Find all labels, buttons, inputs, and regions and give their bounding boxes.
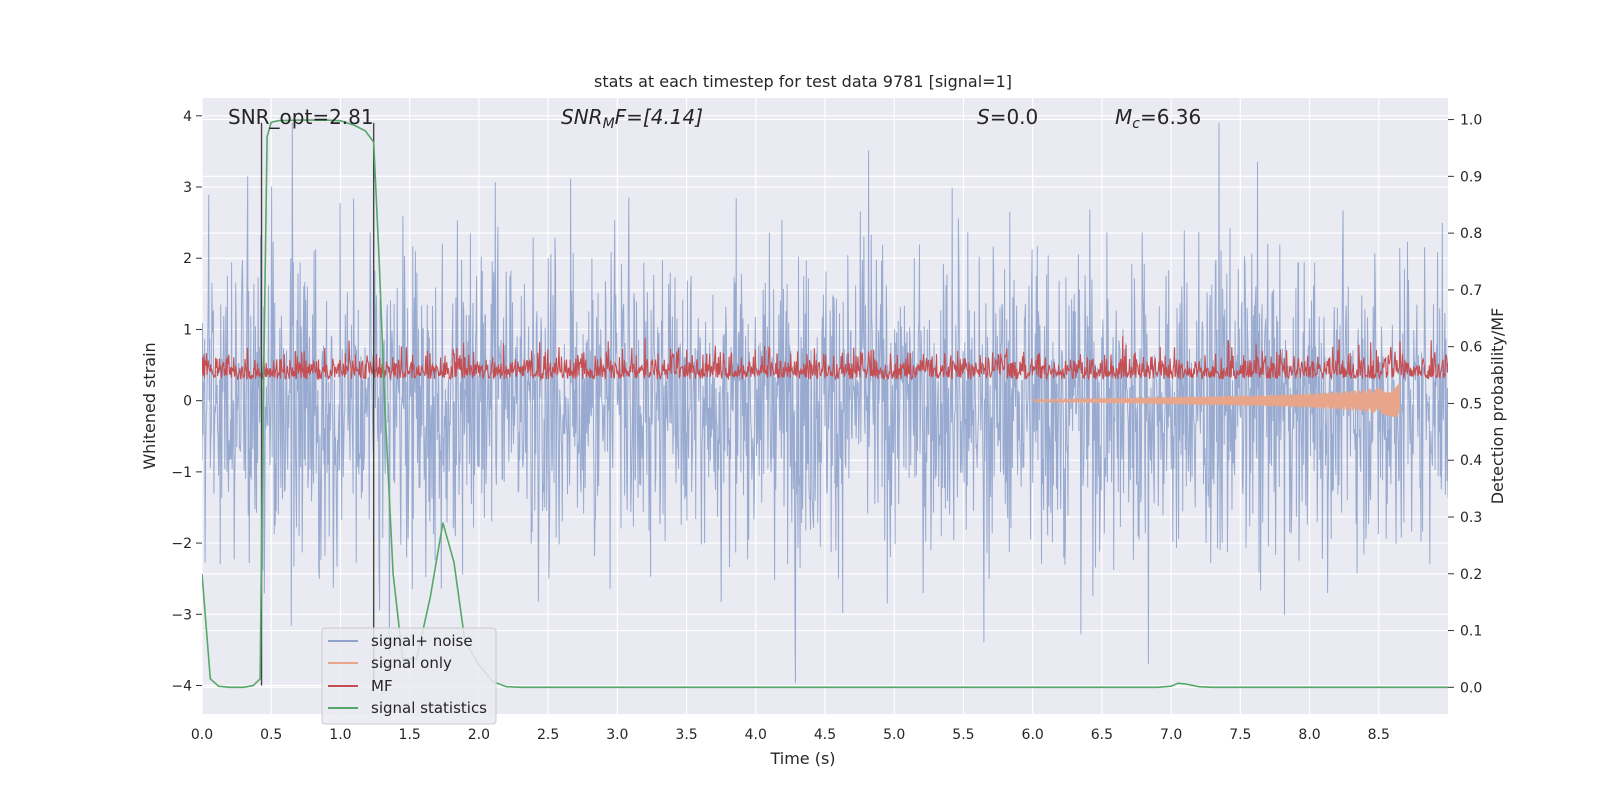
y-tick-labels-right: 1.0 0.9 0.8 0.7 0.6 0.5 0.4 0.3 0.2 0.1 0.0: [1448, 113, 1482, 696]
y-tick-label-right: 0.9: [1460, 169, 1482, 185]
legend-label-signal-statistics: signal statistics: [371, 699, 487, 717]
series-layer: [202, 119, 1448, 689]
annotation-mc: Mc=6.36: [1115, 105, 1201, 132]
x-tick-labels: 0.0 0.5 1.0 1.5 2.0 2.5 3.0 3.5 4.0 4.5 5.0 5.5 6.0 6…: [191, 727, 1390, 743]
series-mf: [202, 336, 1448, 381]
y-tick-label-right: 0.8: [1460, 226, 1482, 242]
x-tick-label: 2.0: [468, 727, 490, 743]
annotation-snr-mf-rest: F=[4.14]: [615, 105, 703, 129]
series-signal-noise: [202, 122, 1448, 683]
y-tick-label-left: 0: [183, 394, 192, 410]
annotation-snr-mf-sub: M: [603, 116, 615, 132]
series-signal-statistics: [202, 119, 1448, 689]
x-tick-label: 7.5: [1229, 727, 1251, 743]
y-tick-label-left: −1: [171, 465, 192, 481]
x-axis-label: Time (s): [769, 749, 835, 768]
legend-label-signal-only: signal only: [371, 654, 452, 672]
annotation-s-symbol: S: [977, 105, 990, 129]
y-tick-label-right: 0.0: [1460, 680, 1482, 696]
y-tick-labels-left: 4 3 2 1 0 −1 −2 −3 −4: [171, 109, 202, 695]
annotation-mc-value: =6.36: [1140, 105, 1201, 129]
x-tick-label: 8.5: [1368, 727, 1390, 743]
x-tick-label: 4.0: [745, 727, 767, 743]
y-tick-label-right: 0.3: [1460, 510, 1482, 526]
y-tick-label-right: 0.6: [1460, 340, 1482, 356]
legend-label-signal-noise: signal+ noise: [371, 632, 473, 650]
x-tick-label: 5.5: [952, 727, 974, 743]
y-axis-label-right: Detection probability/MF: [1488, 308, 1507, 505]
y-tick-label-right: 0.2: [1460, 567, 1482, 583]
x-tick-label: 0.5: [260, 727, 282, 743]
annotation-snr-mf: SNRMF=[4.14]: [561, 105, 703, 132]
y-tick-label-left: 3: [183, 180, 192, 196]
x-tick-label: 0.0: [191, 727, 213, 743]
annotation-mc-sub: c: [1132, 116, 1140, 132]
y-tick-label-left: 2: [183, 251, 192, 267]
x-tick-label: 3.5: [675, 727, 697, 743]
x-tick-label: 1.5: [399, 727, 421, 743]
y-tick-label-left: 4: [183, 109, 192, 125]
y-tick-label-left: −2: [171, 536, 192, 552]
legend-box: [321, 627, 497, 725]
x-tick-label: 5.0: [883, 727, 905, 743]
y-tick-label-right: 0.1: [1460, 624, 1482, 640]
annotation-mc-symbol: M: [1115, 105, 1132, 129]
x-tick-label: 1.0: [329, 727, 351, 743]
y-tick-label-left: 1: [183, 322, 192, 338]
legend: signal+ noise signal only MF signal stat…: [321, 627, 497, 725]
annotation-s: S=0.0: [977, 105, 1038, 129]
x-tick-label: 4.5: [814, 727, 836, 743]
y-tick-label-right: 0.4: [1460, 453, 1482, 469]
y-tick-label-right: 0.5: [1460, 396, 1482, 412]
annotation-snr-mf-symbol: SNR: [561, 105, 603, 129]
y-tick-label-left: −4: [171, 679, 192, 695]
y-axis-label-left: Whitened strain: [140, 342, 159, 469]
annotation-s-value: =0.0: [990, 105, 1039, 129]
x-tick-label: 3.0: [606, 727, 628, 743]
legend-label-mf: MF: [371, 677, 393, 695]
series-signal-only: [1032, 383, 1400, 417]
y-tick-label-left: −3: [171, 607, 192, 623]
y-tick-label-right: 0.7: [1460, 283, 1482, 299]
y-tick-label-right: 1.0: [1460, 113, 1482, 129]
chart-title: stats at each timestep for test data 978…: [594, 72, 1012, 91]
annotation-snr-opt: SNR_opt=2.81: [228, 105, 374, 129]
x-tick-label: 8.0: [1298, 727, 1320, 743]
x-tick-label: 7.0: [1160, 727, 1182, 743]
x-tick-label: 6.5: [1091, 727, 1113, 743]
x-tick-label: 6.0: [1022, 727, 1044, 743]
x-tick-label: 2.5: [537, 727, 559, 743]
